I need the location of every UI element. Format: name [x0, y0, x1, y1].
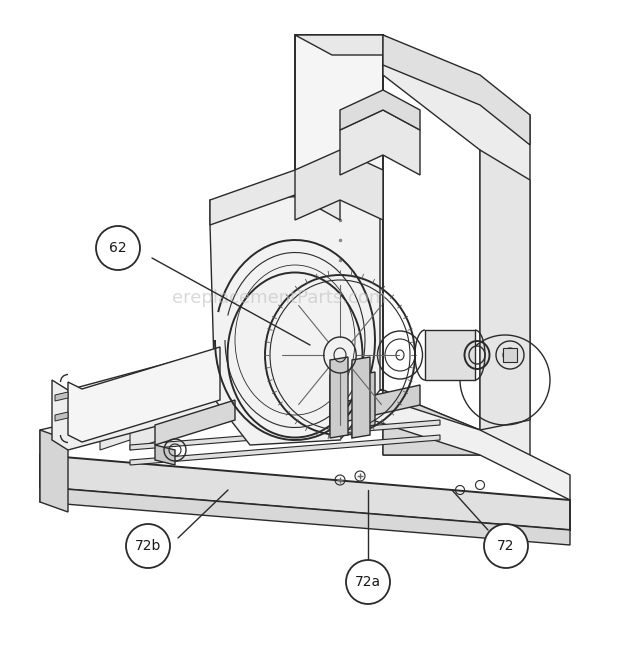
Polygon shape — [40, 487, 570, 545]
Polygon shape — [210, 195, 380, 445]
Polygon shape — [68, 347, 220, 442]
Text: 72a: 72a — [355, 575, 381, 589]
Polygon shape — [210, 170, 340, 225]
Polygon shape — [130, 375, 295, 450]
Polygon shape — [340, 110, 420, 175]
Polygon shape — [130, 420, 440, 450]
Polygon shape — [330, 372, 345, 428]
Polygon shape — [480, 150, 530, 430]
Polygon shape — [155, 445, 175, 465]
Polygon shape — [295, 150, 383, 220]
Polygon shape — [155, 400, 235, 445]
Circle shape — [346, 560, 390, 604]
Text: 72: 72 — [497, 539, 515, 553]
Polygon shape — [52, 345, 235, 450]
Polygon shape — [40, 455, 570, 530]
Polygon shape — [360, 372, 375, 428]
Polygon shape — [383, 35, 530, 145]
Polygon shape — [330, 357, 348, 438]
Polygon shape — [295, 35, 420, 55]
Polygon shape — [425, 330, 475, 380]
Polygon shape — [295, 35, 383, 390]
Text: ereplacementParts.com: ereplacementParts.com — [172, 289, 386, 307]
Polygon shape — [40, 370, 570, 500]
Polygon shape — [100, 375, 265, 450]
Polygon shape — [503, 348, 517, 362]
Polygon shape — [55, 412, 68, 421]
Circle shape — [96, 226, 140, 270]
Circle shape — [484, 524, 528, 568]
Polygon shape — [383, 35, 530, 455]
Polygon shape — [383, 390, 480, 455]
Polygon shape — [330, 385, 420, 425]
Polygon shape — [340, 90, 420, 130]
Text: 72b: 72b — [135, 539, 161, 553]
Circle shape — [126, 524, 170, 568]
Polygon shape — [130, 435, 440, 465]
Polygon shape — [55, 392, 68, 401]
Text: 62: 62 — [109, 241, 127, 255]
Polygon shape — [352, 357, 370, 438]
Polygon shape — [40, 430, 68, 512]
